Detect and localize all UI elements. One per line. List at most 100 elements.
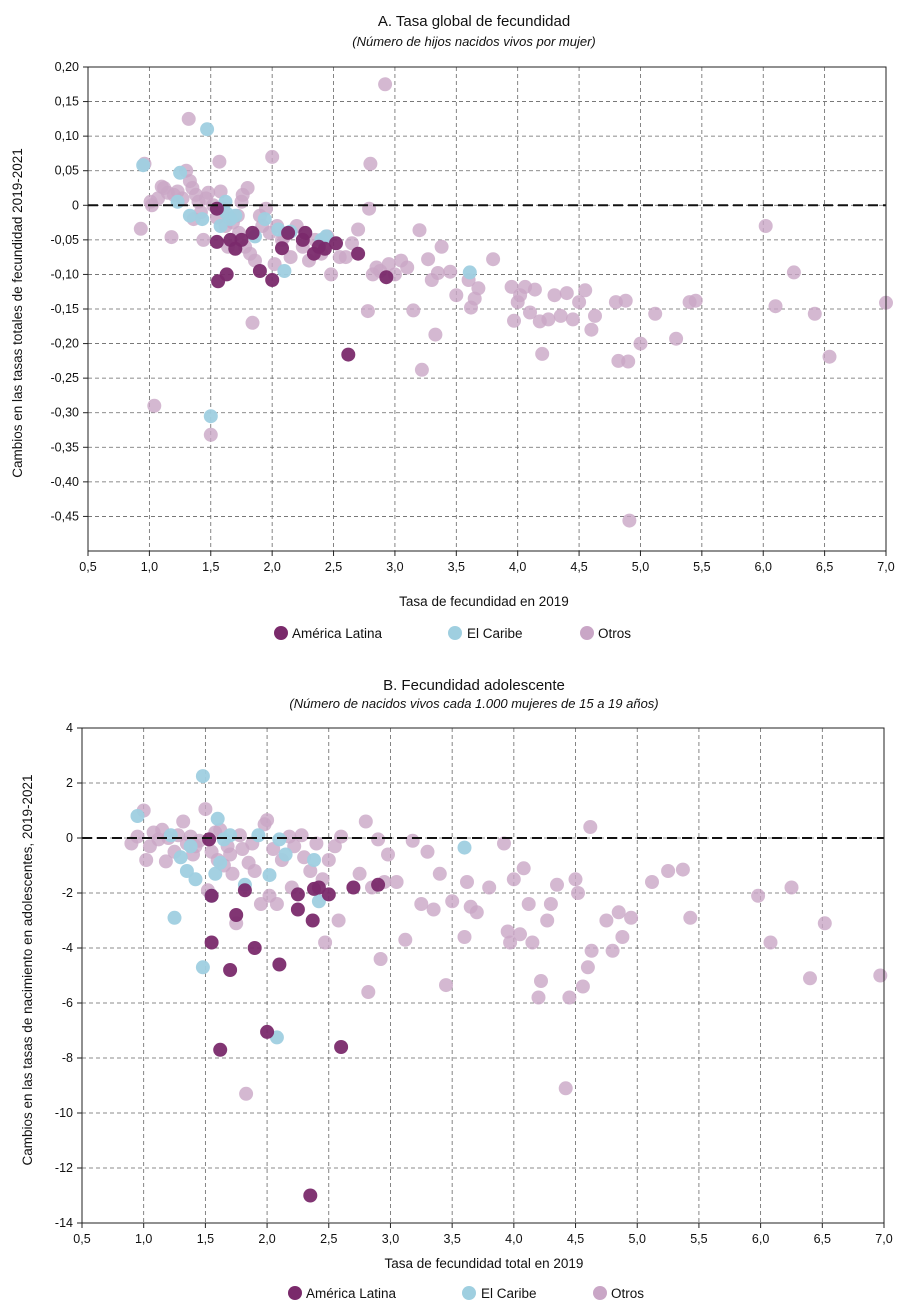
point-otros bbox=[449, 288, 464, 303]
point-otros bbox=[334, 829, 349, 844]
point-el-caribe bbox=[167, 910, 182, 925]
x-tick-label: 6,0 bbox=[752, 1232, 769, 1246]
chart-b-x-axis-label: Tasa de fecundidad total en 2019 bbox=[385, 1256, 584, 1271]
x-tick-label: 0,5 bbox=[73, 1232, 90, 1246]
point-otros bbox=[358, 814, 373, 829]
x-tick-label: 4,5 bbox=[570, 560, 587, 574]
point-otros bbox=[624, 910, 639, 925]
point-otros bbox=[345, 236, 359, 251]
point-otros bbox=[507, 313, 521, 328]
point-otros bbox=[352, 866, 367, 881]
point-otros bbox=[525, 935, 540, 950]
point-america-latina bbox=[245, 225, 260, 240]
point-el-caribe bbox=[319, 229, 334, 244]
chart-b-x-ticks: 0,5 1,0 1,5 2,0 2,5 3,0 3,5 4,0 4,5 5,0 5,5 6,0 6,5 7… bbox=[73, 1232, 892, 1246]
y-tick-label: -2 bbox=[62, 886, 73, 900]
point-america-latina bbox=[204, 888, 219, 903]
point-america-latina bbox=[346, 880, 361, 895]
y-tick-label: 2 bbox=[66, 776, 73, 790]
point-otros bbox=[371, 832, 386, 847]
point-otros bbox=[527, 282, 542, 297]
point-el-caribe bbox=[262, 868, 277, 883]
chart-a-x-axis-label: Tasa de fecundidad en 2019 bbox=[399, 594, 569, 609]
point-otros bbox=[575, 979, 590, 994]
point-el-caribe bbox=[307, 853, 321, 867]
point-otros bbox=[373, 952, 388, 966]
x-tick-label: 6,0 bbox=[755, 560, 772, 574]
point-el-caribe bbox=[179, 864, 194, 878]
y-tick-label: -14 bbox=[55, 1216, 73, 1230]
point-otros bbox=[201, 185, 216, 200]
point-otros bbox=[428, 327, 443, 342]
point-otros bbox=[584, 943, 599, 958]
point-otros bbox=[414, 362, 429, 377]
point-otros bbox=[405, 833, 420, 848]
point-otros bbox=[503, 935, 518, 950]
chart-b-subtitle: (Número de nacidos vivos cada 1.000 muje… bbox=[289, 696, 658, 711]
point-el-caribe bbox=[277, 264, 292, 278]
point-otros bbox=[381, 257, 396, 272]
point-otros bbox=[486, 252, 501, 267]
point-otros bbox=[430, 266, 445, 280]
point-el-caribe bbox=[213, 219, 228, 233]
chart-a-frame bbox=[87, 66, 887, 552]
legend-b-el-caribe: El Caribe bbox=[481, 1286, 537, 1301]
point-america-latina bbox=[305, 913, 320, 928]
legend-a-el-caribe: El Caribe bbox=[467, 626, 523, 641]
point-otros bbox=[421, 252, 436, 267]
point-america-latina bbox=[329, 236, 343, 251]
point-otros bbox=[434, 239, 449, 254]
point-el-caribe bbox=[170, 194, 185, 209]
point-otros bbox=[378, 77, 393, 92]
legend-b-america-latina: América Latina bbox=[306, 1286, 397, 1301]
point-otros bbox=[398, 932, 413, 947]
point-america-latina bbox=[204, 935, 219, 950]
y-tick-label: -0,15 bbox=[51, 302, 80, 316]
point-el-caribe bbox=[213, 855, 228, 870]
point-otros bbox=[457, 930, 472, 944]
point-otros bbox=[599, 913, 614, 928]
point-america-latina bbox=[379, 270, 394, 285]
point-otros bbox=[267, 257, 282, 272]
point-el-caribe bbox=[208, 866, 223, 881]
point-america-latina bbox=[281, 225, 296, 240]
point-otros bbox=[245, 315, 260, 330]
point-america-latina bbox=[260, 1024, 275, 1039]
point-otros bbox=[571, 886, 585, 900]
point-otros bbox=[181, 111, 196, 126]
chart-a-title: A. Tasa global de fecundidad bbox=[378, 13, 570, 30]
x-tick-label: 6,5 bbox=[816, 560, 833, 574]
point-otros bbox=[443, 264, 458, 279]
point-otros bbox=[133, 221, 148, 236]
point-otros bbox=[543, 897, 558, 911]
point-el-caribe bbox=[173, 850, 188, 865]
x-tick-label: 4,0 bbox=[505, 1232, 522, 1246]
point-america-latina bbox=[275, 241, 289, 256]
point-otros bbox=[817, 916, 832, 931]
x-tick-label: 3,5 bbox=[448, 560, 465, 574]
point-otros bbox=[158, 854, 173, 869]
point-otros bbox=[294, 828, 309, 843]
point-otros bbox=[768, 299, 783, 314]
point-otros bbox=[584, 322, 599, 337]
point-otros bbox=[580, 960, 595, 975]
point-otros bbox=[615, 930, 630, 944]
point-america-latina bbox=[334, 1040, 349, 1054]
point-otros bbox=[225, 866, 240, 881]
chart-a-y-axis-label: Cambios en las tasas totales de fecundid… bbox=[10, 148, 25, 477]
y-tick-label: 0,15 bbox=[55, 95, 79, 109]
point-otros bbox=[497, 836, 511, 851]
point-otros bbox=[260, 813, 275, 828]
legend-b-otros: Otros bbox=[611, 1286, 644, 1301]
x-tick-label: 4,0 bbox=[509, 560, 526, 574]
legend-b-otros-marker bbox=[593, 1286, 607, 1300]
point-otros bbox=[318, 935, 333, 950]
point-el-caribe bbox=[183, 839, 198, 854]
point-otros bbox=[688, 293, 703, 308]
point-otros bbox=[531, 990, 546, 1005]
y-tick-label: 0 bbox=[66, 831, 73, 845]
point-otros bbox=[198, 802, 213, 817]
point-otros bbox=[565, 312, 580, 327]
chart-a-grid bbox=[83, 66, 887, 556]
